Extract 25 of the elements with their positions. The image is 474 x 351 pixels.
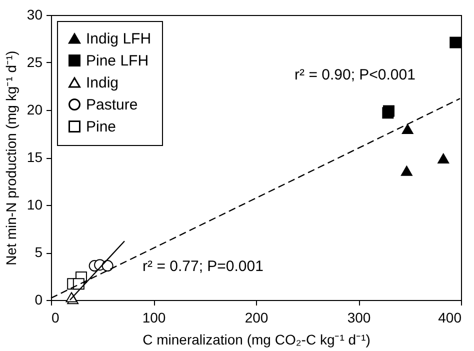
legend-label: Indig [86,74,119,92]
point [400,166,412,176]
point [438,153,450,164]
legend-label: Pine [86,118,116,136]
legend-label: Pasture [86,96,138,114]
point [450,36,462,48]
y-tick-label: 20 [26,102,43,118]
y-tick-label: 30 [26,6,43,22]
x-tick-label: 300 [347,310,371,326]
x-tick-label: 100 [142,310,166,326]
x-tick-label: 0 [52,310,60,326]
y-tick-label: 15 [26,149,43,165]
x-tick-label: 200 [244,310,268,326]
y-tick-label: 25 [26,54,43,70]
legend-label: Pine LFH [86,52,149,70]
y-tick-label: 5 [34,244,43,260]
y-tick-label: 10 [26,196,43,212]
annotation: r² = 0.90; P<0.001 [294,66,416,84]
legend-label: Indig LFH [86,30,152,48]
annotation: r² = 0.77; P=0.001 [142,258,264,276]
point [402,124,414,134]
x-tick-label: 400 [438,310,462,326]
y-axis-title: Net min-N production (mg kg⁻¹ d⁻¹) [2,50,19,266]
x-axis-title: C mineralization (mg CO₂-C kg⁻¹ d⁻¹) [142,332,370,348]
y-tick-label: 0 [34,292,43,308]
